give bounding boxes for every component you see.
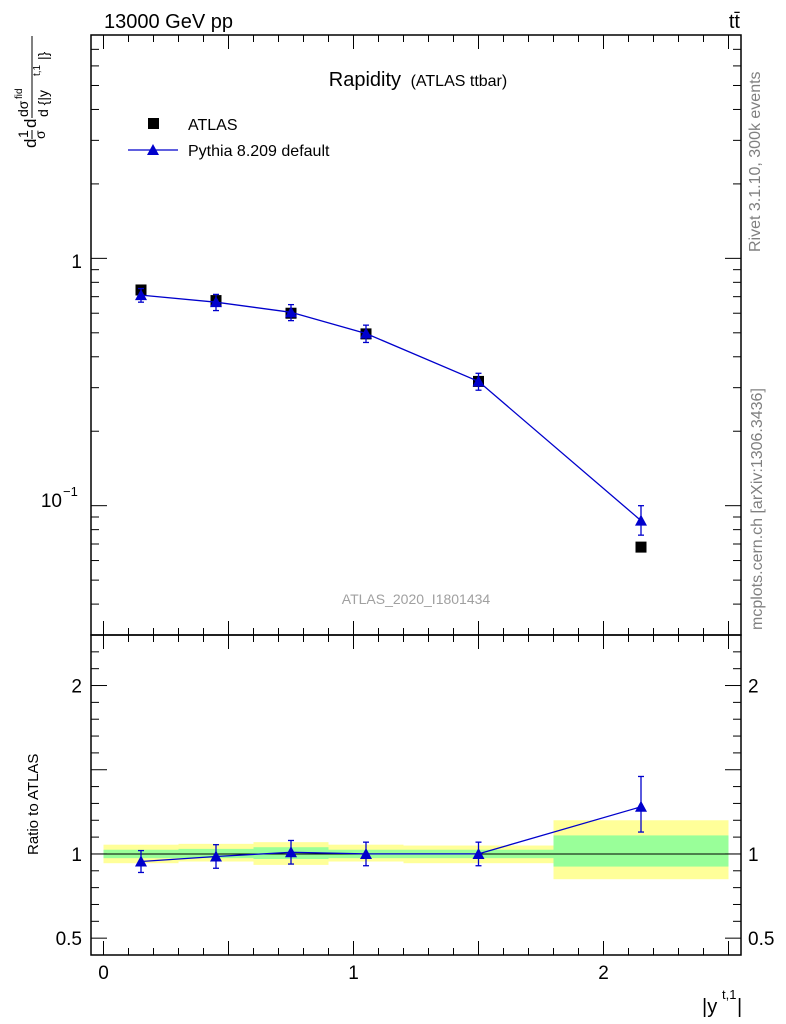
pythia-point (635, 514, 647, 526)
legend-atlas-marker (148, 118, 159, 129)
top-ylabel-text: d (21, 139, 40, 148)
header-left: 13000 GeV pp (104, 11, 233, 33)
ratio-ytick-label: 2 (71, 677, 82, 698)
top-ylabel: d 1 σ d dσ fid d {|y t,1 |} (14, 36, 51, 148)
ratio-point (635, 800, 647, 812)
main-plot-series (135, 284, 647, 553)
ylabel-denominator: d {|y (35, 90, 51, 117)
ratio-point (135, 855, 147, 867)
pythia-point (472, 375, 485, 387)
mcplots-label: mcplots.cern.ch [arXiv:1306.3436] (749, 388, 766, 630)
xlabel-sup: t,1 (722, 987, 736, 1002)
pythia-point (360, 327, 372, 339)
xlabel: |y t,1 | (702, 987, 742, 1018)
rivet-label: Rivet 3.1.10, 300k events (747, 71, 764, 252)
top-ytick-label-0p1: 10 −1 (41, 484, 78, 512)
ratio-ytick-label: 0.5 (56, 929, 82, 950)
ylabel-denominator-end: |} (35, 51, 51, 60)
ratio-ytick-label: 1 (71, 845, 82, 866)
ratio-plot-panel: 0.5 0.5 1 1 2 2 0 1 2 Ratio to ATLAS |y t,1 | (25, 634, 774, 1018)
plot-title-sub: (ATLAS ttbar) (411, 73, 508, 90)
ratio-bands (103, 820, 729, 880)
ratio-line (140, 806, 642, 863)
pythia-point (210, 296, 222, 308)
ratio-plot-frame (90, 634, 742, 956)
top-ytick-label-0p1-exp: −1 (63, 484, 78, 499)
xlabel-main: |y (702, 996, 717, 1018)
ratio-ytick-label-right: 0.5 (748, 929, 774, 950)
atlas-point (635, 541, 647, 553)
ratio-plot-ticks: 0.5 0.5 1 1 2 2 0 1 2 (56, 635, 774, 984)
header-right: tt̄ (729, 11, 741, 33)
top-ytick-label-1: 1 (71, 252, 82, 273)
ratio-point (472, 847, 485, 859)
xtick-label: 2 (598, 963, 609, 984)
ylabel-denominator-sup: t,1 (32, 64, 43, 76)
analysis-watermark: ATLAS_2020_I1801434 (342, 591, 491, 607)
legend-atlas-label: ATLAS (188, 117, 238, 134)
top-ytick-label-0p1-base: 10 (41, 491, 62, 512)
ylabel-fid: fid (14, 88, 25, 99)
ylabel-sigma: σ (32, 130, 48, 139)
ratio-plot-series (135, 775, 647, 874)
ratio-ytick-label-right: 2 (748, 677, 759, 698)
ratio-band-green (553, 835, 729, 867)
main-plot-panel: Rapidity (ATLAS ttbar) ATLAS_2020_I18014… (14, 34, 742, 636)
ratio-ylabel: Ratio to ATLAS (25, 754, 42, 855)
plot-title-main: Rapidity (329, 69, 401, 91)
legend: ATLAS Pythia 8.209 default (128, 117, 330, 160)
ylabel-dsigma: dσ (15, 100, 31, 117)
ylabel-d: d (21, 139, 40, 148)
xlabel-end: | (737, 996, 742, 1018)
pythia-point (285, 306, 297, 318)
main-plot-ticks (91, 34, 741, 636)
ylabel-d2: d (21, 119, 40, 128)
ylabel-frac1: 1 (15, 130, 31, 138)
xtick-label: 1 (348, 963, 359, 984)
xtick-label: 0 (98, 963, 109, 984)
ratio-point (360, 847, 372, 859)
ratio-point (210, 850, 222, 862)
legend-pythia-label: Pythia 8.209 default (188, 143, 330, 160)
pythia-point (135, 289, 147, 301)
plot-title: Rapidity (ATLAS ttbar) (329, 69, 507, 91)
legend-pythia-marker (147, 144, 159, 155)
pythia-line (140, 294, 642, 522)
ratio-ytick-label-right: 1 (748, 845, 759, 866)
ratio-point (285, 846, 297, 858)
